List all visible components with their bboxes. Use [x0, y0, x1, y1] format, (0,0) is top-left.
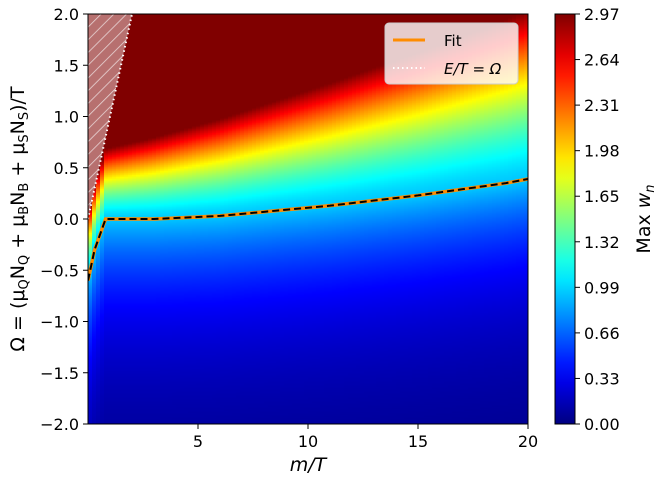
heatmap-chart: 5 10 15 20 −2.0−1.5−1.0−0.50.00.51.01.52.0 … — [0, 0, 666, 479]
